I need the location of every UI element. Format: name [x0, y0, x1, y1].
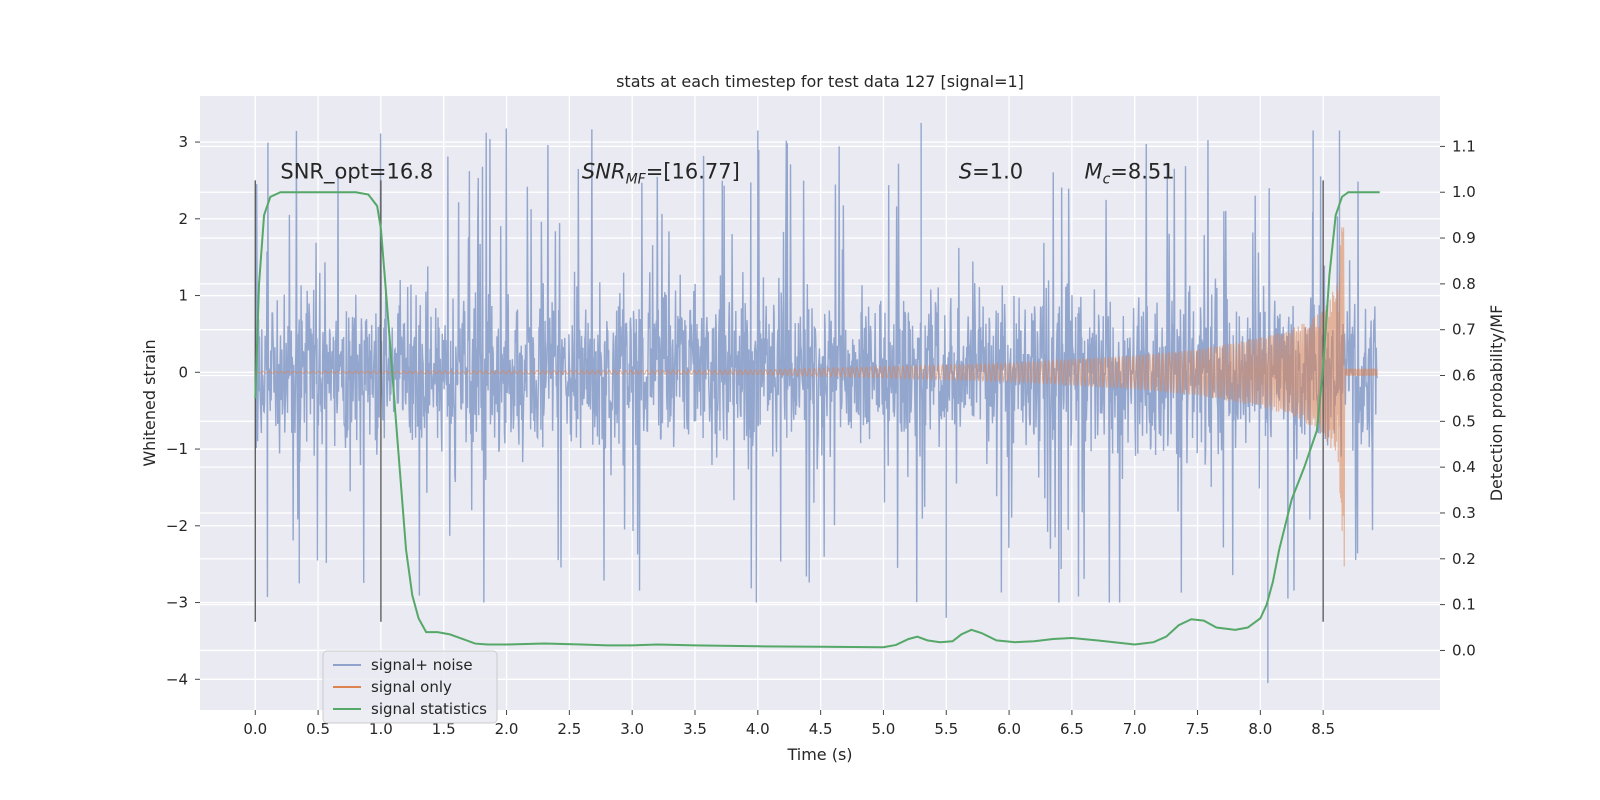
x-tick-label: 2.5	[557, 720, 581, 738]
y-tick-label: 2	[178, 210, 188, 228]
y-tick-label: 0	[178, 363, 188, 381]
y-tick-label: −4	[166, 670, 188, 688]
x-tick-label: 7.0	[1123, 720, 1147, 738]
x-tick-label: 5.5	[934, 720, 958, 738]
x-tick-label: 8.5	[1311, 720, 1335, 738]
x-tick-label: 3.0	[620, 720, 644, 738]
y2-axis-label: Detection probability/MF	[1487, 305, 1506, 502]
x-tick-label: 1.5	[432, 720, 456, 738]
x-tick-label: 0.5	[306, 720, 330, 738]
x-tick-label: 8.0	[1248, 720, 1272, 738]
y2-tick-label: 0.5	[1452, 412, 1476, 430]
x-axis-label: Time (s)	[786, 745, 852, 764]
y2-tick-label: 0.3	[1452, 504, 1476, 522]
legend: signal+ noise signal only signal statistic…	[322, 650, 498, 724]
y-tick-label: −2	[166, 517, 188, 535]
annotations: SNR_opt=16.8 SNRMF=[16.77] S=1.0 Mc=8.51	[280, 159, 1174, 187]
y2-tick-label: 0.9	[1452, 229, 1476, 247]
axes: 0.0 0.5 1.0 1.5 2.0 2.5 3.0 3.5 4.0 4.5 5.0 5.5 6.0 6…	[166, 133, 1476, 738]
legend-label-3: signal statistics	[371, 700, 487, 718]
x-tick-label: 5.0	[872, 720, 896, 738]
plot-content	[254, 122, 1380, 684]
y2-tick-label: 0.6	[1452, 367, 1476, 385]
annotation-2: SNRMF=[16.77]	[582, 159, 740, 187]
legend-label-1: signal+ noise	[371, 656, 473, 674]
x-tick-label: 7.5	[1186, 720, 1210, 738]
y2-tick-label: 0.4	[1452, 458, 1476, 476]
annotation-1: SNR_opt=16.8	[280, 159, 433, 184]
legend-box	[322, 650, 498, 724]
annotation-3: S=1.0	[959, 159, 1023, 183]
x-tick-label: 0.0	[243, 720, 267, 738]
x-tick-label: 6.0	[997, 720, 1021, 738]
series-signal-statistics	[254, 191, 1380, 649]
legend-label-2: signal only	[371, 678, 452, 696]
y2-tick-label: 0.2	[1452, 550, 1476, 568]
y-tick-label: −3	[166, 594, 188, 612]
series-signal-only	[254, 227, 1378, 567]
chart-title: stats at each timestep for test data 127…	[616, 72, 1024, 91]
x-tick-label: 3.5	[683, 720, 707, 738]
x-tick-label: 2.0	[495, 720, 519, 738]
y-tick-label: 1	[178, 287, 188, 305]
x-tick-label: 6.5	[1060, 720, 1084, 738]
y2-tick-label: 0.0	[1452, 641, 1476, 659]
y-axis-label: Whitened strain	[140, 339, 159, 466]
x-tick-label: 4.0	[746, 720, 770, 738]
y2-tick-label: 1.0	[1452, 183, 1476, 201]
y2-tick-label: 0.1	[1452, 596, 1476, 614]
y-tick-label: −1	[166, 440, 188, 458]
annotation-4: Mc=8.51	[1084, 159, 1174, 187]
y2-tick-label: 0.7	[1452, 321, 1476, 339]
y2-tick-label: 0.8	[1452, 275, 1476, 293]
x-tick-label: 4.5	[809, 720, 833, 738]
y-tick-label: 3	[178, 133, 188, 151]
series-signal-plus-noise	[254, 122, 1378, 684]
x-tick-label: 1.0	[369, 720, 393, 738]
y2-tick-label: 1.1	[1452, 137, 1476, 155]
